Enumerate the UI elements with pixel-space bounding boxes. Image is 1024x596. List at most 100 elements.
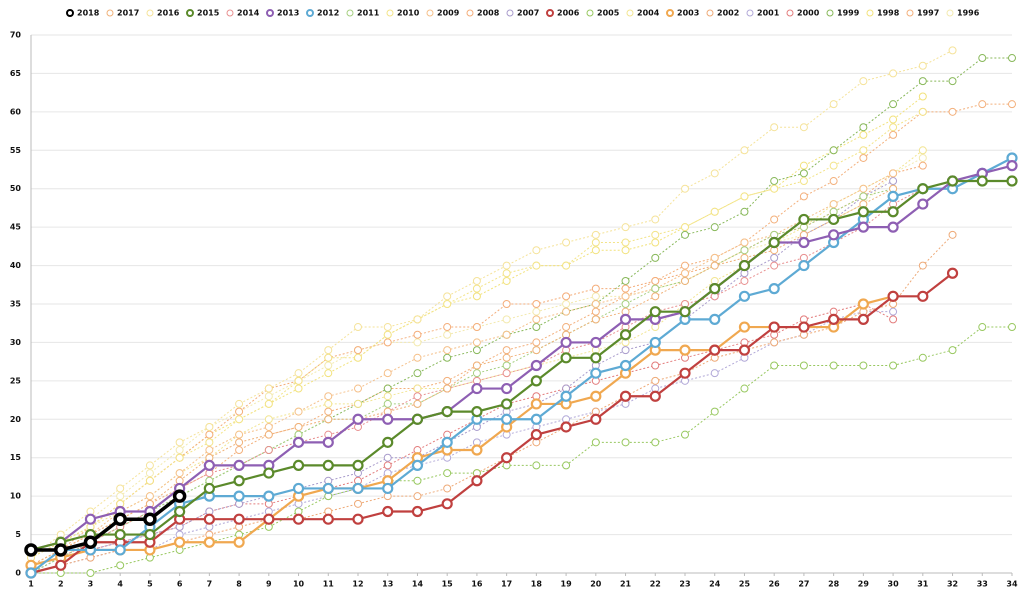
data-point — [413, 353, 422, 362]
data-point — [829, 177, 838, 186]
data-point — [235, 407, 244, 416]
x-tick-label: 10 — [293, 580, 305, 589]
legend-label: 2008 — [477, 9, 500, 18]
data-point — [859, 192, 868, 201]
data-point — [710, 207, 719, 216]
data-point — [738, 344, 751, 356]
data-point — [829, 100, 838, 109]
data-point — [651, 238, 660, 247]
data-point — [532, 307, 541, 316]
data-point — [859, 123, 868, 132]
data-point — [798, 259, 810, 272]
data-point — [651, 292, 660, 301]
y-tick-label: 50 — [10, 184, 22, 193]
data-point — [471, 444, 483, 456]
data-point — [530, 359, 542, 372]
data-point — [502, 300, 511, 308]
data-point — [829, 161, 838, 170]
data-point — [264, 415, 273, 424]
data-point — [472, 361, 481, 370]
data-point — [562, 461, 571, 470]
data-point — [443, 292, 452, 301]
data-point — [383, 461, 392, 470]
legend-marker — [266, 9, 274, 17]
data-point — [472, 338, 481, 347]
data-point — [859, 130, 868, 139]
data-point — [264, 392, 273, 401]
x-tick-label: 19 — [561, 580, 573, 589]
data-point — [709, 344, 721, 356]
data-point — [590, 390, 602, 402]
data-point — [472, 292, 481, 301]
x-tick-label: 15 — [442, 580, 454, 589]
data-point — [976, 175, 988, 187]
data-point — [859, 184, 868, 193]
data-point — [472, 276, 481, 285]
data-point — [649, 306, 661, 318]
series — [27, 323, 1016, 577]
data-point — [619, 359, 632, 372]
data-point — [651, 284, 660, 293]
data-point — [621, 238, 630, 247]
data-point — [382, 436, 394, 448]
data-point — [472, 369, 481, 378]
data-point — [591, 292, 600, 301]
data-point — [413, 338, 422, 347]
data-point — [532, 323, 541, 332]
data-point — [501, 382, 513, 395]
legend-marker — [466, 9, 474, 17]
data-point — [25, 567, 37, 579]
x-tick-label: 9 — [266, 580, 272, 589]
data-point — [889, 115, 898, 124]
y-tick-label: 30 — [10, 338, 22, 347]
data-point — [738, 259, 751, 272]
data-point — [322, 482, 334, 495]
series — [27, 169, 898, 570]
data-point — [205, 446, 214, 455]
data-point — [710, 253, 719, 262]
data-point — [681, 276, 689, 285]
y-tick-label: 35 — [10, 300, 22, 309]
data-point — [859, 146, 868, 155]
data-point — [621, 223, 630, 232]
legend-label: 2016 — [157, 9, 180, 18]
data-point — [591, 284, 600, 293]
data-point — [918, 146, 927, 155]
data-point — [889, 177, 898, 186]
data-point — [532, 338, 541, 347]
series-line — [30, 157, 924, 559]
legend-marker — [106, 9, 114, 17]
data-point — [264, 446, 273, 455]
data-point — [917, 183, 929, 195]
data-point — [235, 430, 244, 439]
data-point — [562, 307, 571, 316]
data-point — [532, 246, 541, 255]
data-point — [324, 361, 333, 370]
data-point — [443, 330, 452, 339]
data-point — [560, 352, 572, 364]
data-point — [530, 375, 542, 387]
data-point — [502, 261, 511, 270]
data-point — [619, 329, 632, 341]
data-point — [681, 269, 689, 278]
x-tick-label: 23 — [679, 580, 690, 589]
data-point — [857, 221, 869, 233]
data-point — [411, 505, 424, 518]
x-tick-label: 34 — [1006, 580, 1018, 589]
series-line — [30, 172, 894, 566]
data-point — [562, 238, 571, 247]
data-point — [413, 476, 422, 485]
data-point — [829, 146, 838, 155]
data-point — [413, 315, 422, 324]
data-point — [770, 177, 779, 186]
legend-label: 2015 — [197, 9, 220, 18]
data-point — [590, 352, 602, 364]
data-point — [413, 392, 422, 401]
data-point — [174, 505, 186, 518]
x-tick-label: 11 — [323, 580, 335, 589]
series-line — [30, 180, 894, 574]
data-point — [621, 346, 630, 355]
x-tick-label: 24 — [709, 580, 721, 589]
data-point — [354, 323, 362, 332]
data-point — [203, 513, 215, 525]
